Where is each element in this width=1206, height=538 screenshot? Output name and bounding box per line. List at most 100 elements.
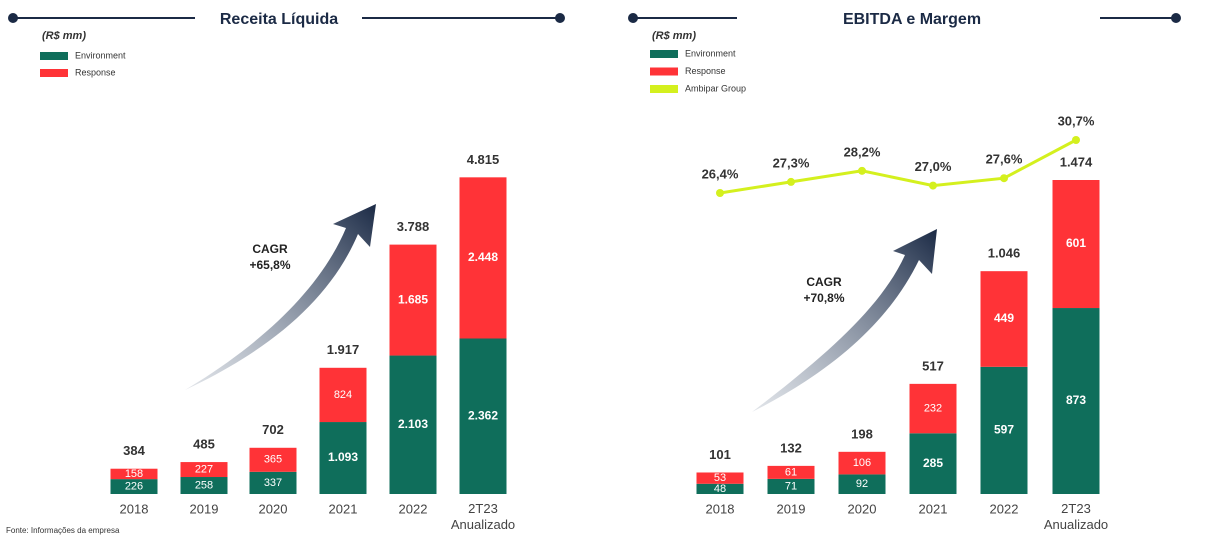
segment-label: 226 bbox=[125, 480, 143, 492]
legend-label: Ambipar Group bbox=[685, 83, 746, 93]
bar-segment bbox=[389, 244, 437, 356]
bar-segment bbox=[459, 338, 507, 494]
subtitle: (R$ mm) bbox=[42, 30, 86, 42]
bar-segment bbox=[767, 478, 815, 494]
total-label: 198 bbox=[851, 426, 873, 441]
total-label: 132 bbox=[780, 440, 802, 455]
segment-label: 2.448 bbox=[468, 250, 498, 264]
bar-segment bbox=[838, 451, 886, 475]
segment-label: 258 bbox=[195, 479, 213, 491]
line-label: 27,3% bbox=[773, 155, 810, 170]
total-label: 485 bbox=[193, 437, 215, 452]
segment-label: 227 bbox=[195, 463, 213, 475]
segment-label: 337 bbox=[264, 477, 282, 489]
legend-swatch bbox=[650, 67, 678, 76]
bar-segment bbox=[980, 271, 1028, 367]
segment-label: 106 bbox=[853, 457, 871, 469]
bar-segment bbox=[1052, 180, 1100, 309]
line-label: 28,2% bbox=[844, 144, 881, 159]
bar-segment bbox=[319, 422, 367, 494]
legend-swatch bbox=[650, 85, 678, 93]
legend-swatch bbox=[40, 52, 68, 60]
subtitle: (R$ mm) bbox=[652, 30, 696, 42]
segment-label: 873 bbox=[1066, 393, 1086, 407]
segment-label: 285 bbox=[923, 456, 943, 470]
chart-title: EBITDA e Margem bbox=[843, 11, 981, 28]
line-label: 27,0% bbox=[915, 159, 952, 174]
bar-segment bbox=[696, 472, 744, 484]
footer: Fonte: Informações da empresa bbox=[6, 526, 120, 535]
segment-label: 53 bbox=[714, 472, 726, 484]
line-point bbox=[858, 166, 866, 175]
line-point bbox=[929, 181, 937, 190]
total-label: 4.815 bbox=[467, 152, 500, 167]
bar-segment bbox=[180, 477, 228, 494]
segment-label: 601 bbox=[1066, 236, 1086, 250]
x-tick-label: 2022 bbox=[399, 501, 428, 516]
bar-segment bbox=[1052, 308, 1100, 494]
x-tick-label: 2020 bbox=[259, 501, 288, 516]
growth-arrow bbox=[185, 204, 376, 390]
bar-segment bbox=[459, 177, 507, 339]
chart-title: Receita Líquida bbox=[220, 11, 338, 28]
bar-segment bbox=[767, 465, 815, 479]
line-point bbox=[1072, 136, 1080, 144]
x-tick-label: 2019 bbox=[777, 501, 806, 516]
segment-label: 158 bbox=[125, 468, 143, 480]
total-label: 1.046 bbox=[988, 246, 1021, 261]
bar-segment bbox=[249, 447, 297, 472]
x-tick-label: 2019 bbox=[190, 501, 219, 516]
line-label: 30,7% bbox=[1058, 113, 1095, 128]
segment-label: 71 bbox=[785, 480, 797, 492]
total-label: 384 bbox=[123, 443, 145, 458]
segment-label: 1.093 bbox=[328, 450, 358, 464]
x-tick-label: 2021 bbox=[919, 501, 948, 516]
growth-arrow bbox=[752, 229, 937, 412]
segment-label: 1.685 bbox=[398, 292, 428, 306]
x-tick-label: 2T23 Anualizado bbox=[1044, 501, 1108, 532]
x-tick-label: 2020 bbox=[848, 501, 877, 516]
x-tick-label: 2018 bbox=[706, 501, 735, 516]
segment-label: 365 bbox=[264, 454, 282, 466]
x-tick-label: 2T23 Anualizado bbox=[451, 501, 515, 532]
bar-segment bbox=[180, 462, 228, 478]
segment-label: 61 bbox=[785, 466, 797, 478]
legend-label: Environment bbox=[685, 48, 736, 58]
segment-label: 48 bbox=[714, 483, 726, 495]
bar-segment bbox=[249, 471, 297, 494]
legend-label: Response bbox=[75, 67, 116, 77]
x-tick-label: 2021 bbox=[329, 501, 358, 516]
annotation: +70,8% bbox=[803, 291, 844, 305]
bar-segment bbox=[909, 433, 957, 494]
annotation: +65,8% bbox=[249, 258, 290, 272]
title-decor bbox=[8, 13, 1181, 23]
segment-label: 2.103 bbox=[398, 417, 428, 431]
line-point bbox=[1000, 174, 1008, 183]
line-label: 26,4% bbox=[702, 166, 739, 181]
legend-swatch bbox=[650, 50, 678, 58]
legend-swatch bbox=[40, 69, 68, 77]
total-label: 1.474 bbox=[1060, 154, 1093, 169]
segment-label: 824 bbox=[334, 389, 352, 401]
total-label: 702 bbox=[262, 422, 284, 437]
line-point bbox=[787, 177, 795, 186]
segment-label: 449 bbox=[994, 311, 1014, 325]
x-tick-label: 2018 bbox=[120, 501, 149, 516]
total-label: 1.917 bbox=[327, 342, 360, 357]
annotation: CAGR bbox=[252, 242, 288, 256]
bar-segment bbox=[696, 483, 744, 494]
bar-segment bbox=[319, 367, 367, 423]
line-point bbox=[716, 189, 724, 197]
segment-label: 597 bbox=[994, 423, 1014, 437]
line-label: 27,6% bbox=[986, 152, 1023, 167]
legend-label: Environment bbox=[75, 50, 126, 60]
bar-segment bbox=[980, 366, 1028, 494]
total-label: 517 bbox=[922, 358, 944, 373]
bar-segment bbox=[389, 355, 437, 494]
bar-segment bbox=[110, 479, 158, 494]
bar-segment bbox=[909, 383, 957, 434]
legend-label: Response bbox=[685, 66, 726, 76]
segment-label: 92 bbox=[856, 478, 868, 490]
bar-segment bbox=[110, 468, 158, 480]
